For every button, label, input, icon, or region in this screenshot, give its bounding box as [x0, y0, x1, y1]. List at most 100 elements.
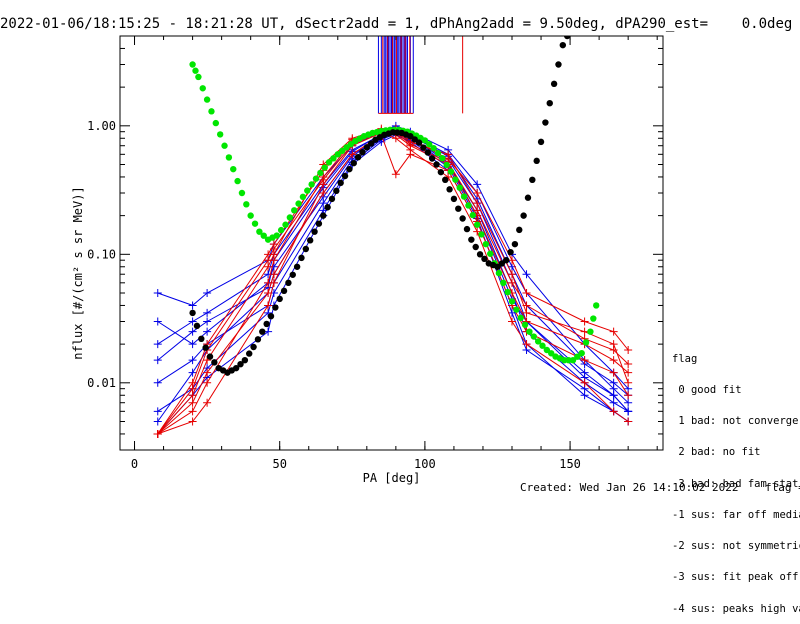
- fit-black-point: [333, 187, 340, 195]
- fit-green-point: [238, 189, 246, 197]
- legend-item-7: -4 sus: peaks high val: [672, 602, 800, 615]
- fit-black-point: [559, 41, 567, 49]
- fit-green-point: [208, 108, 215, 115]
- series-point: [188, 317, 197, 326]
- fit-black-point: [237, 360, 244, 368]
- fit-black-point: [276, 295, 283, 303]
- series-point: [269, 244, 278, 253]
- fit-green-point: [282, 221, 289, 228]
- legend-item-0: 0 good fit: [672, 384, 742, 397]
- fit-green-point: [526, 328, 533, 335]
- x-tick-label: 50: [272, 457, 286, 471]
- fit-black-point: [442, 176, 449, 184]
- fit-black-point: [481, 255, 488, 263]
- fit-green-point: [295, 200, 302, 207]
- fit-black-point: [311, 228, 318, 235]
- fit-black-point: [293, 263, 301, 270]
- y-axis-label: nflux [#/(cm² s sr MeV)]: [71, 186, 85, 359]
- fit-black-point: [433, 161, 440, 168]
- fit-black-point: [285, 279, 292, 287]
- fit-black-point: [359, 149, 366, 156]
- series-point: [153, 340, 162, 349]
- fit-green-point: [574, 353, 581, 360]
- series-point: [188, 356, 197, 365]
- fit-black-point: [550, 80, 558, 88]
- series-point: [624, 398, 633, 407]
- series-point: [609, 398, 618, 407]
- fit-green-point: [460, 193, 468, 200]
- y-tick-label: 0.10: [87, 247, 116, 261]
- fit-black-point: [455, 205, 462, 212]
- fit-black-point: [516, 226, 523, 234]
- fit-green-point: [308, 181, 315, 188]
- series-point: [203, 288, 212, 297]
- fit-green-point: [578, 349, 585, 357]
- fit-black-point: [298, 254, 305, 262]
- fit-black-point: [542, 119, 549, 126]
- fit-black-point: [520, 212, 527, 219]
- series-point: [609, 346, 618, 355]
- series-point: [624, 378, 633, 387]
- series-point: [624, 346, 633, 355]
- fit-green-point: [569, 356, 577, 364]
- series-point: [319, 189, 328, 198]
- fit-black-point: [537, 138, 545, 146]
- fit-green-point: [273, 232, 281, 239]
- fit-black-point: [289, 271, 296, 278]
- chart-data-layer: [153, 36, 633, 438]
- fit-black-point: [450, 195, 458, 203]
- fit-black-point: [529, 176, 536, 184]
- fit-green-point: [465, 202, 472, 209]
- legend-title: flag: [672, 352, 698, 365]
- series-point: [580, 317, 589, 326]
- fit-green-point: [447, 168, 455, 175]
- fit-green-point: [243, 201, 250, 208]
- legend-item-5: -2 sus: not symmetric: [672, 540, 800, 553]
- fit-green-point: [590, 315, 597, 322]
- series-point: [406, 140, 415, 149]
- fit-black-point: [476, 251, 484, 258]
- fit-green-point: [321, 164, 328, 171]
- fit-green-point: [325, 159, 333, 166]
- fit-green-point: [225, 154, 233, 161]
- series-point: [508, 308, 517, 317]
- series-point: [188, 301, 197, 310]
- series-point: [624, 391, 633, 400]
- series-point: [188, 340, 197, 349]
- series-point: [188, 398, 197, 407]
- legend-item-2: 2 bad: no fit: [672, 446, 761, 459]
- series-point: [522, 340, 531, 349]
- series-point: [203, 327, 212, 336]
- fit-black-point: [254, 336, 262, 343]
- series-point: [473, 199, 482, 208]
- legend-item-1: 1 bad: not converge: [672, 415, 799, 428]
- series-point: [508, 270, 517, 279]
- x-tick-label: 0: [131, 457, 138, 471]
- fit-green-point: [582, 339, 590, 346]
- series-line: [157, 131, 629, 435]
- series-point: [153, 407, 162, 416]
- fit-green-point: [212, 119, 220, 127]
- chart-axes: 0 50 100 150 0.01 0.10 1.00 PA [deg] nflux [#/(c…: [71, 35, 664, 485]
- fit-black-point: [468, 236, 475, 243]
- fit-black-point: [463, 225, 471, 233]
- fit-black-point: [524, 194, 532, 201]
- series-point: [153, 288, 162, 297]
- series-point: [473, 180, 482, 189]
- series-line: [157, 131, 629, 422]
- fit-green-point: [521, 321, 529, 328]
- fit-black-point: [424, 149, 431, 156]
- series-point: [203, 378, 212, 387]
- series-point: [203, 398, 212, 407]
- fit-green-point: [330, 155, 337, 162]
- series-line: [157, 134, 629, 435]
- fit-black-point: [280, 287, 288, 295]
- fit-black-point: [533, 157, 540, 165]
- series-2: [153, 130, 633, 438]
- fit-black-point: [315, 220, 323, 227]
- series-line: [157, 133, 629, 422]
- series-point: [609, 391, 618, 400]
- fit-black-point: [267, 312, 275, 320]
- fit-green-point: [277, 226, 285, 234]
- fit-black-point: [346, 165, 353, 173]
